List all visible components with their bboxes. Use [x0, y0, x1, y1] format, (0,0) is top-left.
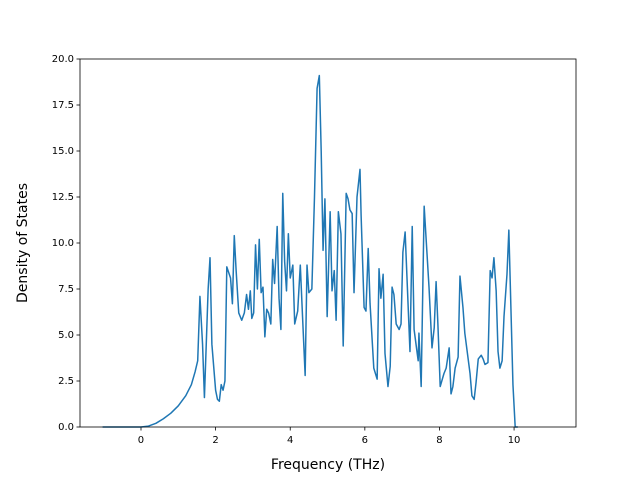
y-tick-label: 0.0 [58, 422, 74, 433]
plot-frame [79, 58, 577, 428]
density-line [102, 74, 518, 428]
y-tick-label: 5.0 [58, 330, 74, 341]
x-tick-label: 2 [212, 435, 218, 446]
x-tick-label: 10 [508, 435, 521, 446]
y-axis-label: Density of States [15, 183, 31, 303]
y-tick-label: 7.5 [58, 284, 74, 295]
y-tick-label: 17.5 [52, 100, 74, 111]
x-tick-label: 4 [287, 435, 293, 446]
y-tick-label: 15.0 [52, 146, 74, 157]
y-tick-label: 12.5 [52, 192, 74, 203]
x-tick-label: 8 [436, 435, 442, 446]
y-tick-label: 10.0 [52, 238, 74, 249]
x-tick-label: 6 [362, 435, 368, 446]
x-tick-label: 0 [138, 435, 144, 446]
y-tick-label: 2.5 [58, 376, 74, 387]
x-axis-label: Frequency (THz) [271, 457, 385, 473]
y-tick-label: 20.0 [52, 54, 74, 65]
